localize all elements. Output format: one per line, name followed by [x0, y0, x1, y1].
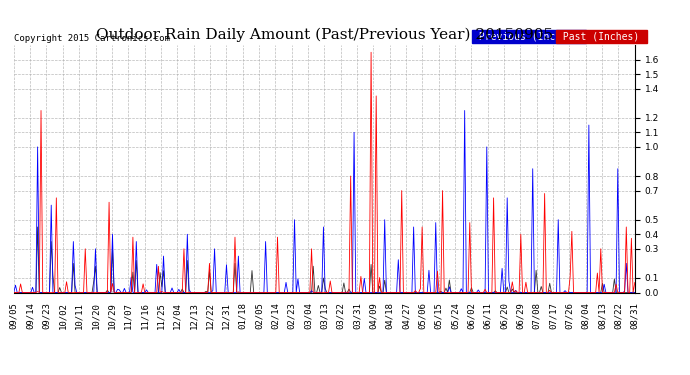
Text: Copyright 2015 Cartronics.com: Copyright 2015 Cartronics.com — [14, 33, 170, 42]
Title: Outdoor Rain Daily Amount (Past/Previous Year) 20150905: Outdoor Rain Daily Amount (Past/Previous… — [96, 28, 553, 42]
Text: Past (Inches): Past (Inches) — [558, 31, 645, 41]
Text: Previous (Inches): Previous (Inches) — [473, 31, 585, 41]
